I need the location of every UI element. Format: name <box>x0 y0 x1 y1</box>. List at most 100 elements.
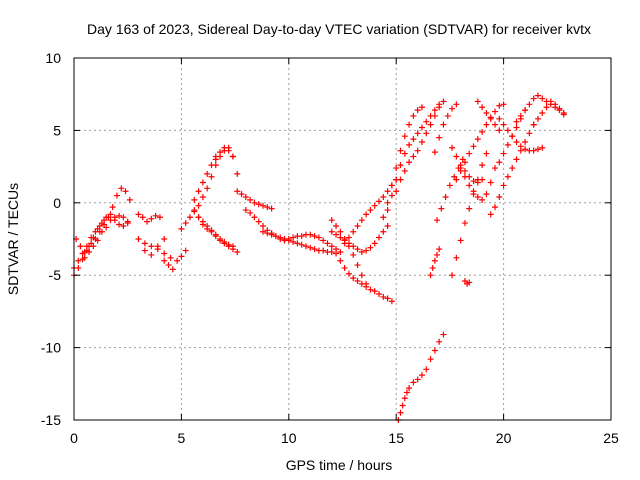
data-point <box>221 238 228 245</box>
data-point <box>307 231 314 238</box>
data-point <box>397 409 404 416</box>
data-point <box>522 107 529 114</box>
data-point <box>195 202 202 209</box>
series-arc-D <box>81 212 131 261</box>
y-tick-label: -15 <box>41 412 61 428</box>
data-point <box>522 138 529 145</box>
data-point <box>154 243 161 250</box>
data-point <box>388 192 395 199</box>
data-point <box>530 121 537 128</box>
plot-frame <box>73 57 612 421</box>
data-point <box>298 241 305 248</box>
data-point <box>474 136 481 143</box>
data-point <box>401 133 408 140</box>
data-point <box>376 234 383 241</box>
data-point <box>75 257 82 264</box>
data-point <box>294 240 301 247</box>
data-point <box>345 234 352 241</box>
data-point <box>217 149 224 156</box>
data-point <box>199 218 206 225</box>
data-point <box>107 211 114 218</box>
data-point <box>139 214 146 221</box>
series-arc-M <box>191 156 219 203</box>
data-point <box>438 205 445 212</box>
data-point <box>141 240 148 247</box>
data-point <box>358 249 365 256</box>
y-tick-label: 0 <box>53 195 61 211</box>
data-point <box>186 214 193 221</box>
x-tick-label: 5 <box>178 430 186 446</box>
data-point <box>410 112 417 119</box>
data-point <box>328 228 335 235</box>
data-point <box>178 253 185 260</box>
grid <box>74 58 611 420</box>
data-point <box>436 338 443 345</box>
data-point <box>212 231 219 238</box>
data-point <box>251 199 258 206</box>
data-point <box>234 188 241 195</box>
data-point <box>431 347 438 354</box>
data-point <box>384 199 391 206</box>
data-point <box>517 143 524 150</box>
data-point <box>474 194 481 201</box>
series-arc-AN <box>530 98 567 128</box>
data-point <box>358 272 365 279</box>
data-point <box>380 194 387 201</box>
data-point <box>174 257 181 264</box>
data-point <box>534 115 541 122</box>
data-point <box>487 115 494 122</box>
data-point <box>260 222 267 229</box>
data-point <box>539 95 546 102</box>
data-point <box>247 209 254 216</box>
series-arc-Z <box>395 331 447 423</box>
data-point <box>75 264 82 271</box>
data-point <box>418 372 425 379</box>
data-point <box>492 121 499 128</box>
data-point <box>410 379 417 386</box>
data-point <box>350 251 357 258</box>
series-arc-U <box>333 250 395 305</box>
data-point <box>457 167 464 174</box>
data-point <box>534 146 541 153</box>
data-point <box>449 144 456 151</box>
data-point <box>399 402 406 409</box>
data-point <box>492 108 499 115</box>
data-point <box>500 101 507 108</box>
data-point <box>208 227 215 234</box>
chart-title: Day 163 of 2023, Sidereal Day-to-day VTE… <box>87 21 591 37</box>
data-point <box>496 102 503 109</box>
data-point <box>403 389 410 396</box>
data-point <box>208 162 215 169</box>
data-point <box>98 228 105 235</box>
data-point <box>401 167 408 174</box>
axis-ticks <box>73 57 612 421</box>
data-point <box>333 231 340 238</box>
data-point <box>431 112 438 119</box>
data-point <box>461 159 468 166</box>
data-point <box>496 127 503 134</box>
data-point <box>440 98 447 105</box>
data-point <box>504 141 511 148</box>
data-point <box>509 133 516 140</box>
data-point <box>423 366 430 373</box>
data-point <box>470 178 477 185</box>
data-point <box>431 149 438 156</box>
series-arc-AH <box>461 277 473 287</box>
data-point <box>560 110 567 117</box>
data-point <box>229 153 236 160</box>
data-point <box>234 170 241 177</box>
x-tick-label: 15 <box>388 430 404 446</box>
series-arc-AI <box>474 98 503 134</box>
data-point <box>474 98 481 105</box>
data-point <box>453 153 460 160</box>
data-point <box>290 234 297 241</box>
data-point <box>517 112 524 119</box>
data-point <box>427 272 434 279</box>
data-point <box>513 118 520 125</box>
data-point <box>109 204 116 211</box>
data-point <box>255 201 262 208</box>
data-point <box>324 240 331 247</box>
series-arc-J <box>178 144 241 232</box>
data-point <box>363 283 370 290</box>
y-tick-label: 5 <box>53 122 61 138</box>
